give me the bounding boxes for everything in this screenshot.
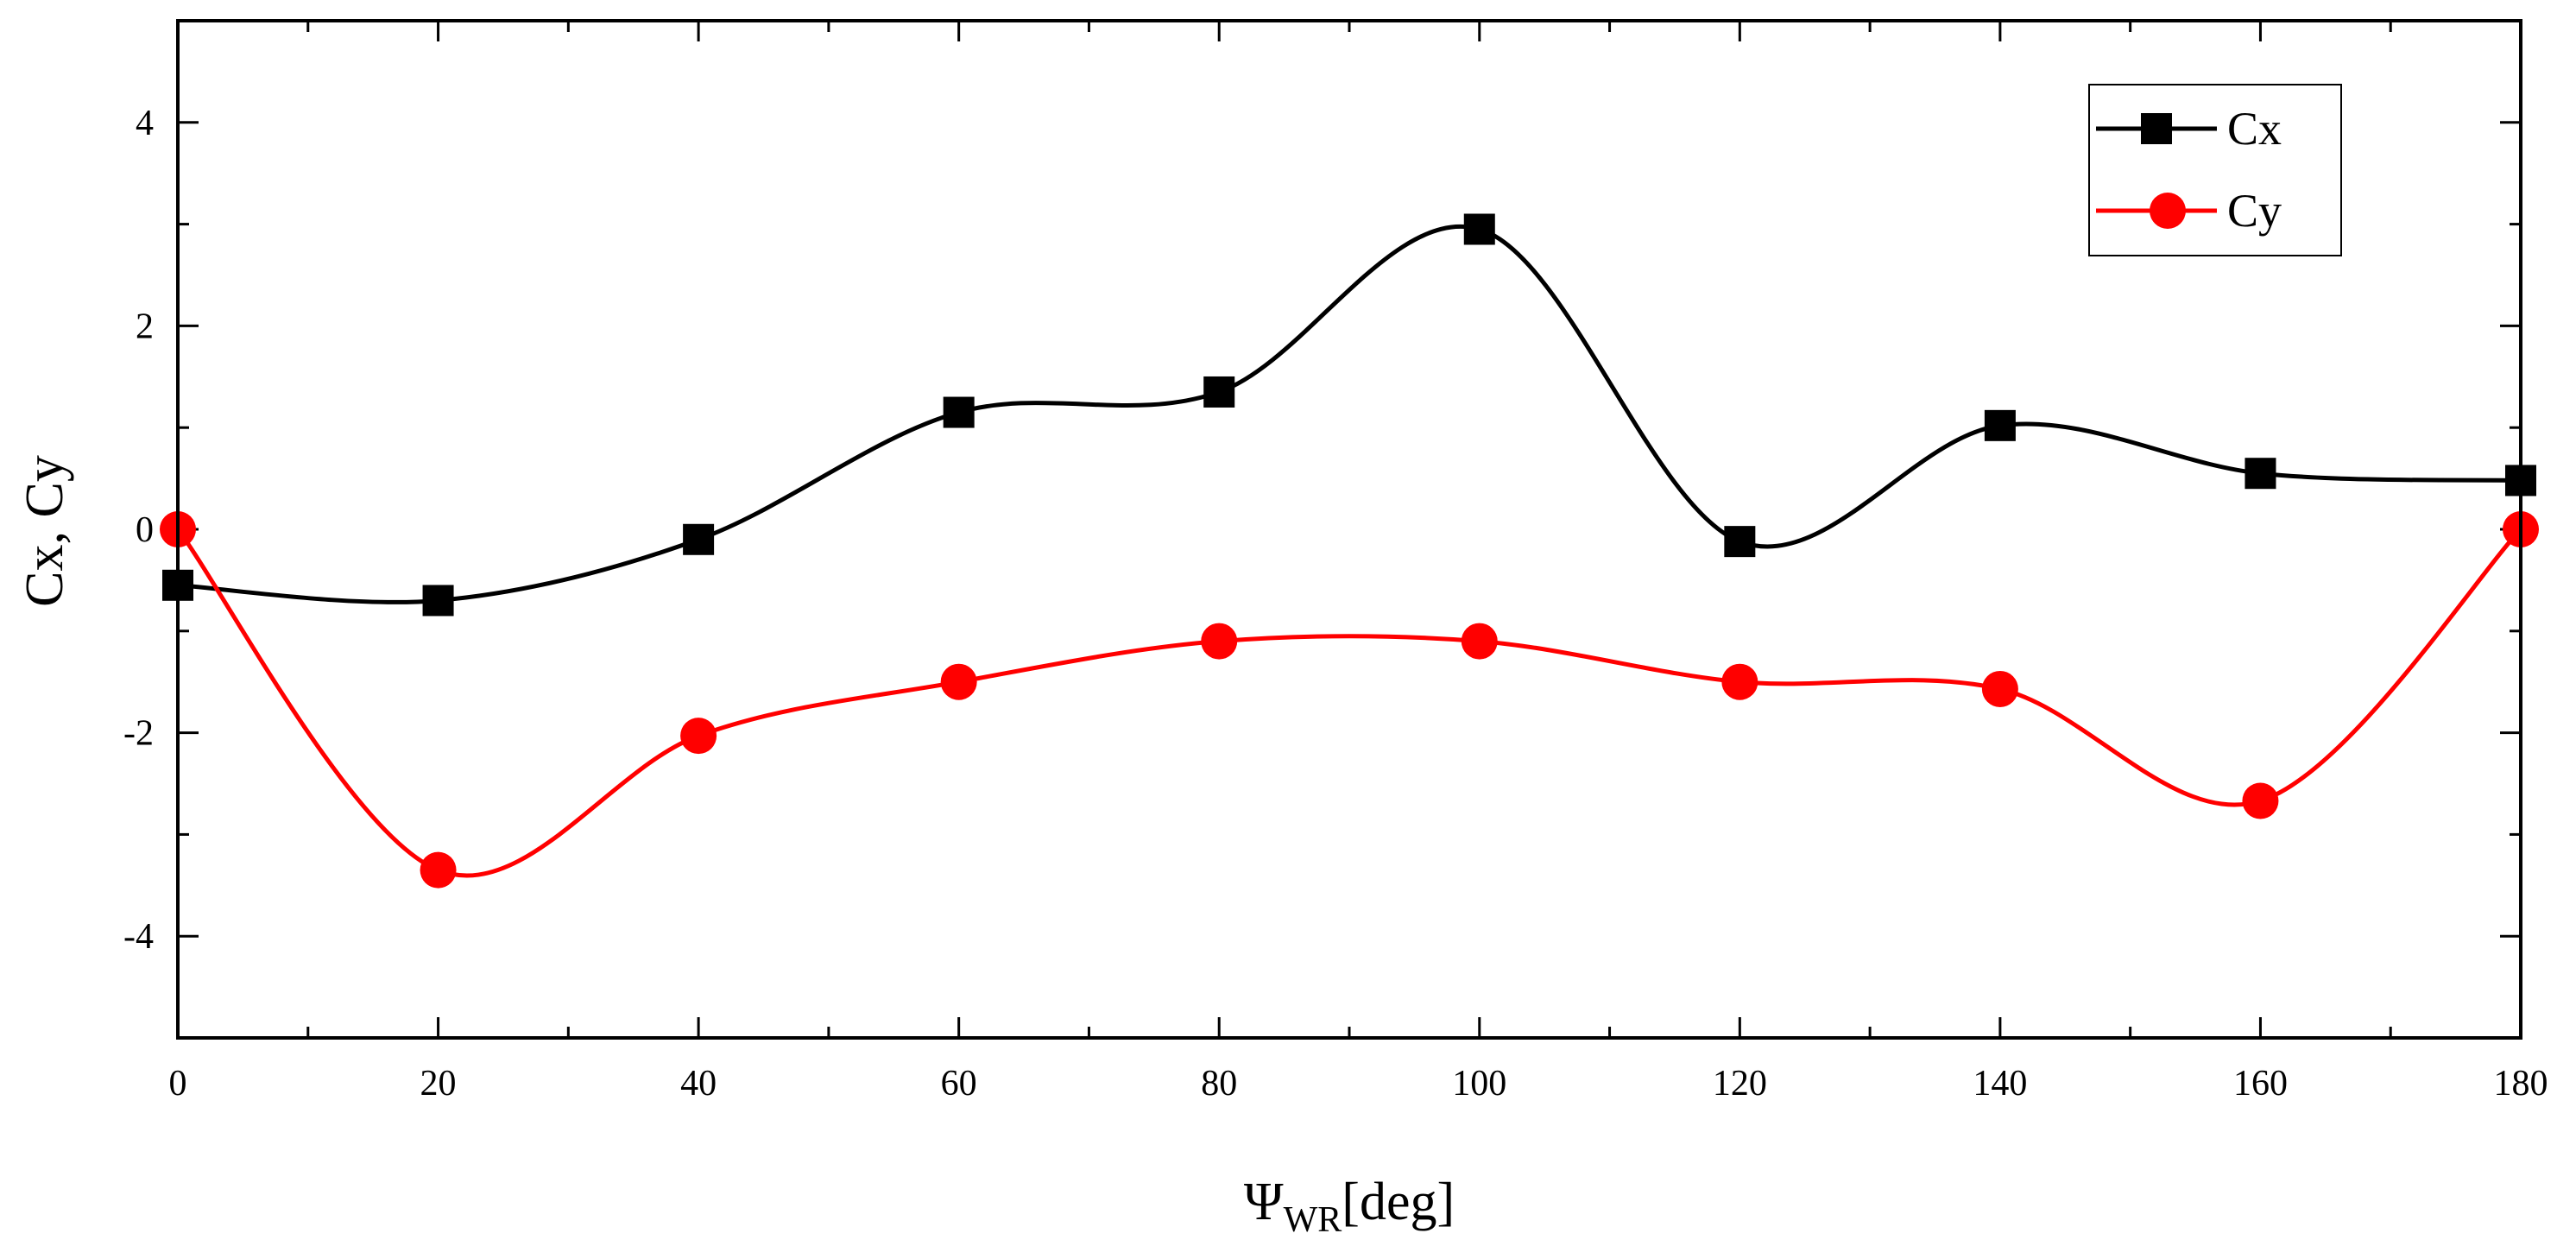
data-point-cy <box>940 663 977 700</box>
series-layer <box>160 213 2539 889</box>
data-point-cx <box>1984 409 2016 441</box>
x-axis-title-unit: [deg] <box>1342 1173 1455 1231</box>
y-tick-label: 4 <box>136 104 154 143</box>
y-tick-label: 2 <box>136 307 154 346</box>
y-tick-label: -4 <box>123 917 154 957</box>
legend-entry-cy: Cy <box>2096 185 2282 237</box>
x-tick-label: 120 <box>1713 1064 1767 1104</box>
legend-marker-cy <box>2150 193 2186 229</box>
data-point-cx <box>1463 213 1495 245</box>
data-point-cx <box>943 396 975 428</box>
data-point-cy <box>420 851 457 889</box>
data-point-cy <box>1201 623 1238 660</box>
y-tick-label: 0 <box>136 510 154 550</box>
data-point-cy <box>680 718 717 755</box>
data-point-cx <box>422 585 454 617</box>
series-line-cx <box>177 225 2522 604</box>
legend-entry-cx: Cx <box>2096 103 2282 155</box>
data-point-cy <box>2242 782 2279 819</box>
series-cx <box>162 213 2536 617</box>
legend: Cx Cy <box>2088 84 2342 256</box>
data-point-cy <box>1981 670 2018 707</box>
x-tick-label: 100 <box>1452 1064 1506 1104</box>
y-tick-labels: -4 -2 0 2 4 <box>123 104 154 957</box>
series-line-cy <box>176 528 2522 878</box>
plot-frame <box>176 19 2522 1040</box>
x-tick-label: 140 <box>1973 1064 2027 1104</box>
y-axis-title: Cx, Cy <box>16 455 74 607</box>
data-point-cy <box>1461 623 1498 660</box>
legend-label-cy: Cy <box>2227 185 2282 237</box>
x-tick-label: 160 <box>2233 1064 2288 1104</box>
data-point-cx <box>1724 526 1756 558</box>
x-tick-label: 60 <box>941 1064 977 1104</box>
x-tick-label: 80 <box>1201 1064 1237 1104</box>
legend-marker-cx <box>2141 113 2172 144</box>
x-tick-label: 0 <box>169 1064 187 1104</box>
x-tick-label: 40 <box>680 1064 717 1104</box>
legend-box <box>2088 84 2342 256</box>
legend-label-cx: Cx <box>2227 103 2282 155</box>
y-tick-label: -2 <box>123 714 154 754</box>
x-axis-title-psi: Ψ <box>1244 1173 1284 1231</box>
series-cy <box>160 511 2539 889</box>
data-point-cy <box>1721 663 1758 700</box>
x-axis-title: ΨWR[deg] <box>1244 1173 1455 1240</box>
x-axis-title-subscript: WR <box>1284 1200 1342 1240</box>
x-tick-labels: 0 20 40 60 80 100 120 140 160 180 <box>169 1064 2548 1104</box>
data-point-cx <box>683 523 715 555</box>
data-point-cx <box>2245 458 2276 490</box>
x-tick-label: 20 <box>420 1064 457 1104</box>
x-tick-label: 180 <box>2494 1064 2548 1104</box>
data-point-cx <box>1203 376 1235 408</box>
